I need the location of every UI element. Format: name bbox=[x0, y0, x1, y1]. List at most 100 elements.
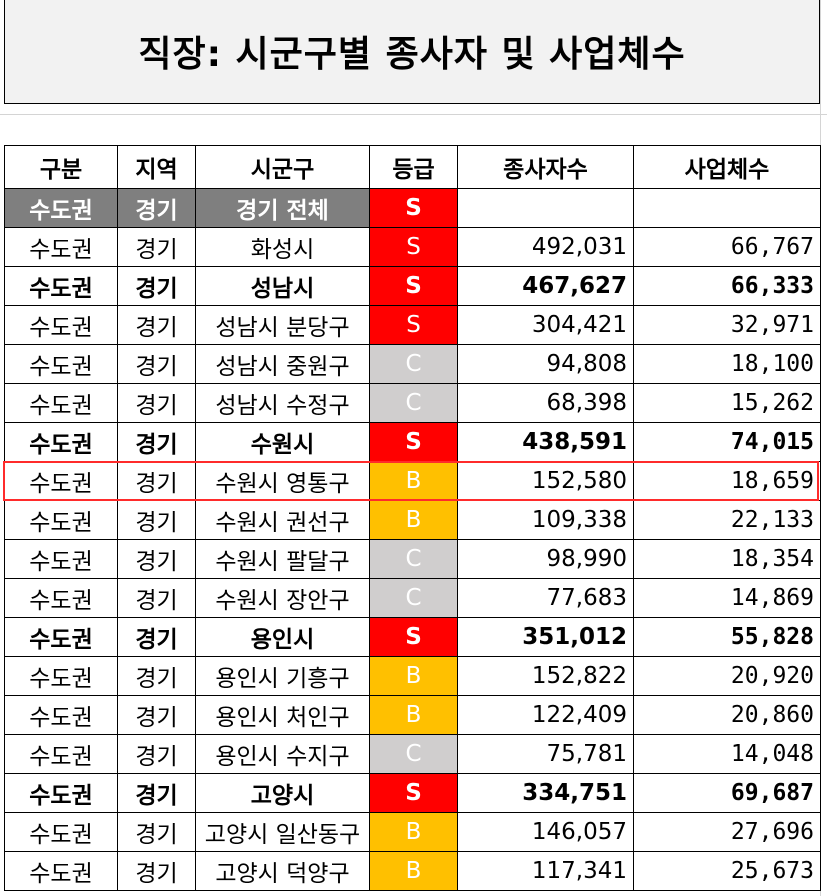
cell-workers[interactable]: 492,031 bbox=[457, 227, 634, 267]
cell-city[interactable]: 성남시 중원구 bbox=[195, 344, 370, 384]
cell-city[interactable]: 고양시 일산동구 bbox=[195, 812, 370, 852]
cell-workers[interactable]: 304,421 bbox=[457, 305, 634, 345]
cell-category[interactable]: 수도권 bbox=[4, 422, 118, 462]
cell-businesses[interactable]: 20,860 bbox=[633, 695, 821, 735]
cell-category[interactable]: 수도권 bbox=[4, 188, 118, 228]
cell-businesses[interactable]: 32,971 bbox=[633, 305, 821, 345]
cell-workers[interactable]: 77,683 bbox=[457, 578, 634, 618]
cell-area[interactable]: 경기 bbox=[117, 266, 196, 306]
cell-category[interactable]: 수도권 bbox=[4, 734, 118, 774]
cell-grade[interactable]: S bbox=[369, 617, 458, 657]
cell-businesses[interactable]: 20,920 bbox=[633, 656, 821, 696]
cell-city[interactable]: 수원시 영통구 bbox=[195, 461, 370, 501]
cell-grade[interactable]: S bbox=[369, 305, 458, 345]
cell-city[interactable]: 수원시 장안구 bbox=[195, 578, 370, 618]
cell-category[interactable]: 수도권 bbox=[4, 500, 118, 540]
cell-grade[interactable]: C bbox=[369, 344, 458, 384]
cell-city[interactable]: 용인시 수지구 bbox=[195, 734, 370, 774]
cell-workers[interactable]: 351,012 bbox=[457, 617, 634, 657]
cell-workers[interactable]: 75,781 bbox=[457, 734, 634, 774]
cell-workers[interactable]: 94,808 bbox=[457, 344, 634, 384]
cell-category[interactable]: 수도권 bbox=[4, 461, 118, 501]
cell-city[interactable]: 용인시 처인구 bbox=[195, 695, 370, 735]
cell-businesses[interactable]: 69,687 bbox=[633, 773, 821, 813]
cell-grade[interactable]: C bbox=[369, 734, 458, 774]
cell-category[interactable]: 수도권 bbox=[4, 773, 118, 813]
cell-workers[interactable]: 438,591 bbox=[457, 422, 634, 462]
cell-businesses[interactable]: 22,133 bbox=[633, 500, 821, 540]
cell-grade[interactable]: B bbox=[369, 851, 458, 891]
cell-category[interactable]: 수도권 bbox=[4, 617, 118, 657]
cell-area[interactable]: 경기 bbox=[117, 695, 196, 735]
cell-city[interactable]: 고양시 bbox=[195, 773, 370, 813]
cell-grade[interactable]: B bbox=[369, 695, 458, 735]
header-area[interactable]: 지역 bbox=[117, 145, 196, 189]
cell-category[interactable]: 수도권 bbox=[4, 578, 118, 618]
title-cell[interactable]: 직장: 시군구별 종사자 및 사업체수 bbox=[4, 0, 820, 104]
header-city[interactable]: 시군구 bbox=[195, 145, 370, 189]
cell-category[interactable]: 수도권 bbox=[4, 812, 118, 852]
cell-area[interactable]: 경기 bbox=[117, 734, 196, 774]
cell-businesses[interactable]: 15,262 bbox=[633, 383, 821, 423]
cell-workers[interactable]: 117,341 bbox=[457, 851, 634, 891]
cell-area[interactable]: 경기 bbox=[117, 344, 196, 384]
cell-city[interactable]: 경기 전체 bbox=[195, 188, 370, 228]
cell-grade[interactable]: C bbox=[369, 578, 458, 618]
cell-area[interactable]: 경기 bbox=[117, 656, 196, 696]
cell-city[interactable]: 용인시 기흥구 bbox=[195, 656, 370, 696]
cell-workers[interactable]: 467,627 bbox=[457, 266, 634, 306]
cell-workers[interactable]: 122,409 bbox=[457, 695, 634, 735]
cell-businesses[interactable]: 14,869 bbox=[633, 578, 821, 618]
cell-businesses[interactable]: 14,048 bbox=[633, 734, 821, 774]
header-grade[interactable]: 등급 bbox=[369, 145, 458, 189]
header-businesses[interactable]: 사업체수 bbox=[633, 145, 821, 189]
cell-grade[interactable]: B bbox=[369, 500, 458, 540]
cell-city[interactable]: 성남시 수정구 bbox=[195, 383, 370, 423]
cell-category[interactable]: 수도권 bbox=[4, 305, 118, 345]
cell-area[interactable]: 경기 bbox=[117, 851, 196, 891]
cell-businesses[interactable]: 66,767 bbox=[633, 227, 821, 267]
cell-grade[interactable]: C bbox=[369, 539, 458, 579]
cell-area[interactable]: 경기 bbox=[117, 578, 196, 618]
cell-businesses[interactable]: 55,828 bbox=[633, 617, 821, 657]
cell-workers[interactable]: 334,751 bbox=[457, 773, 634, 813]
cell-category[interactable]: 수도권 bbox=[4, 656, 118, 696]
cell-city[interactable]: 성남시 bbox=[195, 266, 370, 306]
cell-grade[interactable]: S bbox=[369, 188, 458, 228]
cell-area[interactable]: 경기 bbox=[117, 227, 196, 267]
cell-workers[interactable]: 109,338 bbox=[457, 500, 634, 540]
cell-city[interactable]: 성남시 분당구 bbox=[195, 305, 370, 345]
cell-area[interactable]: 경기 bbox=[117, 305, 196, 345]
cell-area[interactable]: 경기 bbox=[117, 812, 196, 852]
cell-grade[interactable]: S bbox=[369, 422, 458, 462]
cell-businesses[interactable]: 18,100 bbox=[633, 344, 821, 384]
cell-category[interactable]: 수도권 bbox=[4, 344, 118, 384]
cell-area[interactable]: 경기 bbox=[117, 461, 196, 501]
cell-workers[interactable]: 152,580 bbox=[457, 461, 634, 501]
cell-grade[interactable]: B bbox=[369, 656, 458, 696]
cell-city[interactable]: 고양시 덕양구 bbox=[195, 851, 370, 891]
cell-businesses[interactable]: 74,015 bbox=[633, 422, 821, 462]
cell-city[interactable]: 수원시 bbox=[195, 422, 370, 462]
cell-category[interactable]: 수도권 bbox=[4, 383, 118, 423]
cell-workers[interactable] bbox=[457, 188, 634, 228]
cell-city[interactable]: 용인시 bbox=[195, 617, 370, 657]
cell-grade[interactable]: S bbox=[369, 773, 458, 813]
cell-workers[interactable]: 146,057 bbox=[457, 812, 634, 852]
cell-workers[interactable]: 98,990 bbox=[457, 539, 634, 579]
cell-grade[interactable]: S bbox=[369, 227, 458, 267]
cell-category[interactable]: 수도권 bbox=[4, 539, 118, 579]
cell-businesses[interactable]: 25,673 bbox=[633, 851, 821, 891]
cell-grade[interactable]: B bbox=[369, 812, 458, 852]
cell-workers[interactable]: 68,398 bbox=[457, 383, 634, 423]
cell-businesses[interactable] bbox=[633, 188, 821, 228]
cell-businesses[interactable]: 18,354 bbox=[633, 539, 821, 579]
cell-area[interactable]: 경기 bbox=[117, 383, 196, 423]
cell-area[interactable]: 경기 bbox=[117, 500, 196, 540]
cell-city[interactable]: 수원시 권선구 bbox=[195, 500, 370, 540]
cell-businesses[interactable]: 18,659 bbox=[633, 461, 821, 501]
cell-city[interactable]: 수원시 팔달구 bbox=[195, 539, 370, 579]
cell-area[interactable]: 경기 bbox=[117, 617, 196, 657]
cell-area[interactable]: 경기 bbox=[117, 773, 196, 813]
cell-city[interactable]: 화성시 bbox=[195, 227, 370, 267]
